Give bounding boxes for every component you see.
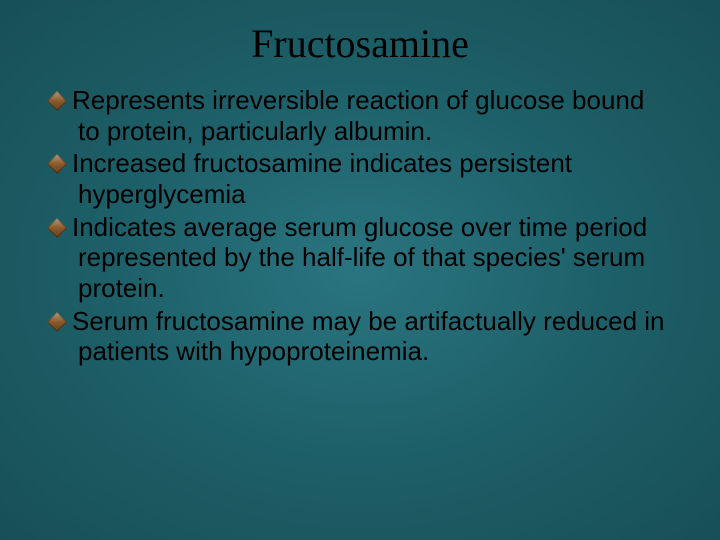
bullet-text: Represents irreversible reaction of gluc… <box>72 85 644 146</box>
bullet-text: Serum fructosamine may be artifactually … <box>72 306 665 367</box>
diamond-bullet-icon <box>47 91 67 111</box>
diamond-bullet-icon <box>47 154 67 174</box>
bullet-text: Increased fructosamine indicates persist… <box>72 148 572 209</box>
slide-title: Fructosamine <box>50 20 670 67</box>
bullet-text: Indicates average serum glucose over tim… <box>72 212 647 303</box>
bullet-item: Represents irreversible reaction of gluc… <box>50 85 670 146</box>
diamond-bullet-icon <box>47 312 67 332</box>
bullet-item: Increased fructosamine indicates persist… <box>50 148 670 209</box>
bullet-item: Serum fructosamine may be artifactually … <box>50 306 670 367</box>
bullet-item: Indicates average serum glucose over tim… <box>50 212 670 304</box>
diamond-bullet-icon <box>47 218 67 238</box>
bullet-list: Represents irreversible reaction of gluc… <box>50 85 670 367</box>
slide-container: Fructosamine Represents irreversible rea… <box>0 0 720 540</box>
